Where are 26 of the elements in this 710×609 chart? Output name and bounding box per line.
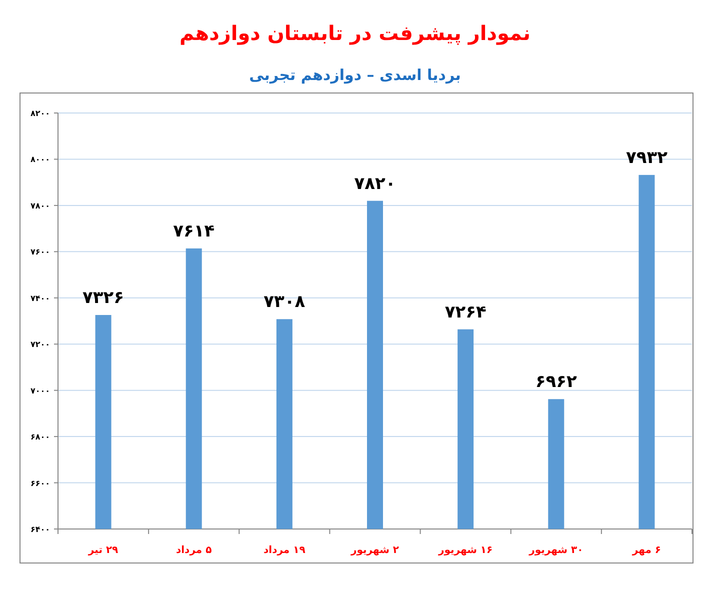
- x-tick-label: ۱۹ مرداد: [264, 545, 306, 556]
- data-label: ۷۳۰۸: [264, 292, 306, 312]
- y-tick-label: ۸۰۰۰: [30, 155, 50, 164]
- y-tick-label: ۷۲۰۰: [30, 340, 50, 350]
- y-tick-label: ۶۴۰۰: [30, 525, 50, 534]
- x-tick-label: ۱۶ شهریور: [438, 545, 493, 556]
- chart-subtitle: بردیا اسدی – دوازدهم تجربی: [249, 66, 461, 84]
- y-tick-label: ۷۴۰۰: [30, 294, 50, 303]
- x-tick-label: ۲ شهریور: [350, 545, 400, 556]
- y-tick-label: ۷۶۰۰: [30, 248, 50, 257]
- chart-title: نمودار پیشرفت در تابستان دوازدهم: [180, 21, 530, 45]
- y-tick-label: ۷۸۰۰: [30, 201, 50, 210]
- data-label: ۶۹۶۲: [535, 372, 578, 392]
- data-label: ۷۹۳۲: [626, 148, 668, 168]
- y-tick-label: ۶۶۰۰: [30, 478, 50, 488]
- data-label: ۷۳۲۶: [82, 288, 124, 308]
- x-tick-label: ۶ مهر: [631, 545, 662, 556]
- y-tick-label: ۷۰۰۰: [30, 386, 50, 396]
- x-tick-label: ۲۹ تیر: [87, 545, 118, 556]
- y-tick-label: ۸۲۰۰: [30, 109, 50, 118]
- data-label: ۷۲۶۴: [444, 302, 486, 322]
- y-tick-label: ۶۸۰۰: [30, 432, 50, 442]
- x-tick-label: ۵ مرداد: [176, 545, 212, 556]
- data-label: ۷۸۲۰: [354, 174, 396, 194]
- x-tick-label: ۳۰ شهریور: [528, 545, 584, 556]
- data-label: ۷۶۱۴: [173, 221, 215, 242]
